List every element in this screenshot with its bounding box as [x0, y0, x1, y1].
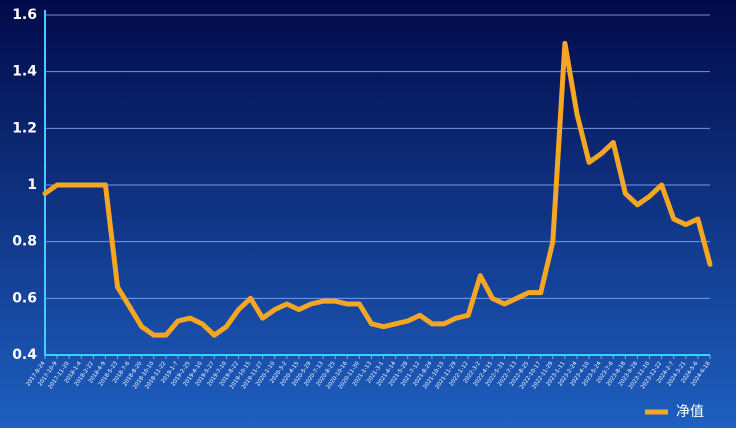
y-tick-label: 1: [27, 177, 37, 193]
y-tick-label: 1.6: [12, 7, 37, 23]
y-tick-label: 0.4: [12, 347, 37, 363]
y-tick-label: 0.8: [12, 234, 37, 250]
legend-label: 净值: [676, 404, 704, 420]
y-tick-label: 1.2: [12, 120, 37, 136]
y-tick-label: 0.6: [12, 290, 37, 306]
line: [42, 40, 713, 338]
y-tick-label: 1.4: [12, 64, 37, 80]
